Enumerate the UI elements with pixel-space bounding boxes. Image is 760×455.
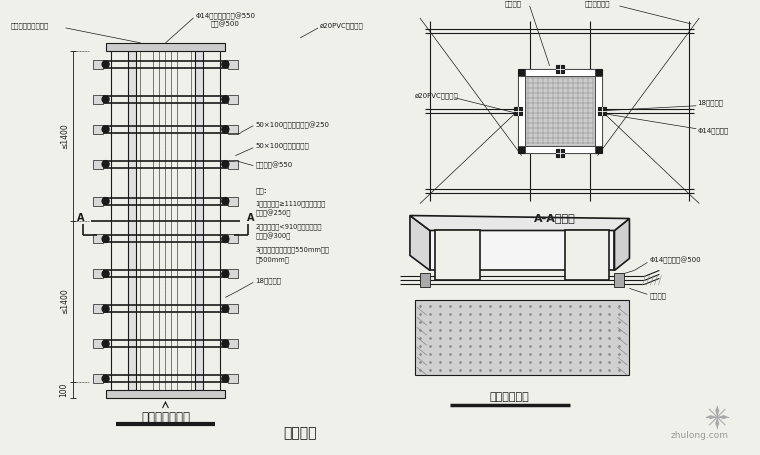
Bar: [518, 76, 524, 146]
Bar: [93, 269, 103, 278]
Text: 18厚九夹板: 18厚九夹板: [698, 100, 724, 106]
Circle shape: [222, 305, 229, 312]
Bar: [524, 69, 594, 76]
Text: Φ14对拉螺栓@500: Φ14对拉螺栓@500: [649, 257, 701, 264]
Bar: [518, 69, 601, 153]
Text: 3、柱螺栓间距：竖向550mm；横: 3、柱螺栓间距：竖向550mm；横: [255, 246, 329, 253]
Polygon shape: [410, 216, 430, 270]
Text: 钢管夹具: 钢管夹具: [649, 292, 667, 298]
Bar: [93, 374, 103, 383]
Bar: [93, 197, 103, 206]
Circle shape: [222, 197, 229, 205]
Polygon shape: [715, 406, 719, 417]
Text: 柱模立面大样图: 柱模立面大样图: [141, 410, 190, 424]
Bar: [93, 160, 103, 169]
Circle shape: [222, 126, 229, 133]
Circle shape: [102, 305, 109, 312]
Text: 钢管锚定支架: 钢管锚定支架: [584, 1, 610, 7]
Bar: [565, 231, 610, 280]
Circle shape: [222, 161, 229, 167]
Bar: [93, 60, 103, 69]
Circle shape: [222, 270, 229, 278]
Bar: [93, 125, 103, 134]
Bar: [106, 43, 225, 51]
Circle shape: [102, 161, 109, 167]
Polygon shape: [615, 218, 629, 270]
Bar: [556, 65, 564, 73]
Circle shape: [102, 375, 109, 382]
Circle shape: [102, 126, 109, 133]
Bar: [228, 374, 239, 383]
Polygon shape: [706, 415, 717, 419]
Bar: [594, 76, 601, 146]
Bar: [615, 273, 625, 288]
Circle shape: [102, 96, 109, 103]
Text: 50×100木枋（背楞）: 50×100木枋（背楞）: [255, 142, 309, 149]
Circle shape: [102, 61, 109, 68]
Text: Φ14对拉螺栓: Φ14对拉螺栓: [698, 127, 729, 134]
Text: ø20PVC塑料套管: ø20PVC塑料套管: [320, 23, 364, 29]
Bar: [106, 390, 225, 398]
Bar: [228, 234, 239, 243]
Bar: [430, 231, 615, 270]
Circle shape: [102, 270, 109, 278]
Bar: [415, 300, 629, 375]
Bar: [228, 95, 239, 104]
Bar: [524, 76, 594, 146]
Text: ≤1400: ≤1400: [60, 288, 68, 314]
Text: 向500mm。: 向500mm。: [255, 256, 289, 263]
Bar: [228, 160, 239, 169]
Text: 红油漆涂上轴线标志: 红油漆涂上轴线标志: [11, 23, 49, 29]
Bar: [93, 304, 103, 313]
Bar: [228, 125, 239, 134]
Bar: [435, 231, 480, 280]
Polygon shape: [717, 415, 728, 419]
Bar: [93, 95, 103, 104]
Bar: [128, 51, 135, 390]
Bar: [524, 146, 594, 153]
Text: Φ14对拉螺栓竖向@550: Φ14对拉螺栓竖向@550: [195, 12, 255, 20]
Text: 撑木枋@250。: 撑木枋@250。: [255, 210, 290, 217]
Bar: [228, 60, 239, 69]
Bar: [228, 269, 239, 278]
Text: zhulong.com: zhulong.com: [670, 430, 728, 440]
Text: 横向@500: 横向@500: [211, 20, 239, 28]
Text: 1、柱截面宽≥1110以上，柱模背: 1、柱截面宽≥1110以上，柱模背: [255, 200, 325, 207]
Text: 柱帽模板大样: 柱帽模板大样: [490, 392, 530, 402]
Bar: [195, 51, 204, 390]
Text: （图四）: （图四）: [283, 426, 317, 440]
Bar: [93, 339, 103, 348]
Circle shape: [102, 236, 109, 243]
Circle shape: [222, 375, 229, 382]
Text: A: A: [246, 212, 254, 222]
Bar: [228, 304, 239, 313]
Text: 说明:: 说明:: [255, 187, 267, 194]
Text: A-A剖面图: A-A剖面图: [534, 212, 575, 222]
Text: A: A: [77, 212, 84, 222]
Text: ø20PVC塑料套管: ø20PVC塑料套管: [415, 92, 459, 99]
Polygon shape: [715, 417, 719, 428]
Polygon shape: [410, 216, 629, 231]
Text: 钢管夹具@550: 钢管夹具@550: [255, 162, 293, 169]
Circle shape: [102, 340, 109, 347]
Circle shape: [222, 61, 229, 68]
Circle shape: [102, 197, 109, 205]
Text: 撑木枋@300。: 撑木枋@300。: [255, 233, 290, 240]
Text: 钢筋砼柱: 钢筋砼柱: [505, 1, 521, 7]
Text: ≤1400: ≤1400: [60, 123, 68, 149]
Text: 100: 100: [60, 383, 68, 397]
Text: 2、柱截面宽<910以下，柱模背: 2、柱截面宽<910以下，柱模背: [255, 223, 321, 230]
Bar: [228, 339, 239, 348]
Bar: [228, 197, 239, 206]
Bar: [556, 149, 564, 157]
Circle shape: [222, 340, 229, 347]
Circle shape: [222, 236, 229, 243]
Circle shape: [222, 96, 229, 103]
Bar: [420, 273, 430, 288]
Bar: [514, 107, 521, 115]
Bar: [597, 107, 606, 115]
Bar: [93, 234, 103, 243]
Text: 50×100木枋（背楞）@250: 50×100木枋（背楞）@250: [255, 122, 329, 129]
Text: 18厚九夹板: 18厚九夹板: [255, 277, 281, 283]
